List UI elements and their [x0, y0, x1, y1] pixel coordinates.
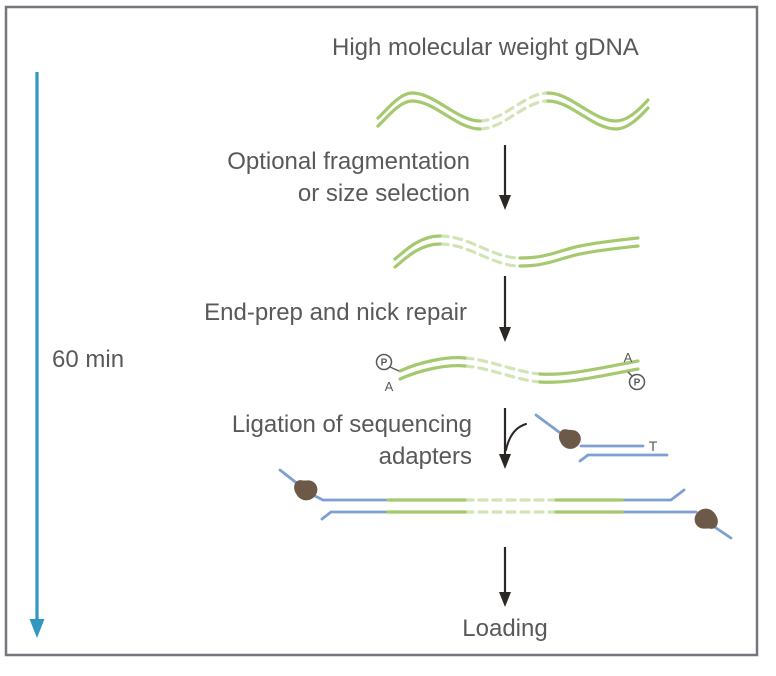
t-overhang-label: T — [649, 438, 658, 454]
adapter-bottom-strand — [578, 453, 669, 463]
hmw-gdna-molecule — [376, 91, 650, 131]
step-ligation-line1: Ligation of sequencing — [231, 411, 472, 438]
phosphate-connector-left — [389, 366, 400, 372]
step-fragmentation-line1: Optional fragmentation — [227, 148, 470, 175]
adapter-ligated-dna — [278, 468, 733, 540]
step-ligation-label: Ligation of sequencing adapters — [232, 409, 472, 473]
sequencing-adapter: T — [534, 413, 669, 463]
arrow-down-ligation — [499, 408, 527, 469]
bottom-strand-left-adapter — [320, 510, 390, 521]
a-overhang-label-left: A — [385, 379, 394, 394]
phosphate-label-left: P — [381, 358, 388, 369]
step-ligation-line2: adapters — [378, 442, 472, 470]
top-strand-right-adapter — [620, 488, 686, 502]
step-endprep-label: End-prep and nick repair — [204, 299, 467, 326]
adapter-overhang-line — [534, 413, 565, 437]
fragmented-dna-molecule — [393, 234, 640, 269]
top-strand-left-adapter — [313, 494, 390, 502]
arrow-down-endprep — [499, 276, 511, 342]
phosphate-circle-left — [375, 353, 393, 371]
adapter-join-curve — [505, 423, 527, 451]
arrow-down-fragmentation — [499, 145, 511, 210]
right-adapter-overhang — [711, 524, 733, 540]
phosphate-circle-right — [628, 373, 646, 391]
end-prepped-dna-molecule: P A A P — [375, 350, 646, 394]
motor-protein-icon — [694, 508, 718, 529]
arrow-down-loading — [499, 547, 511, 607]
phosphate-label-right: P — [634, 378, 641, 389]
motor-protein-icon — [558, 429, 581, 449]
a-overhang-label-right: A — [624, 350, 633, 365]
diagram-border — [4, 5, 759, 657]
motor-protein-icon — [294, 480, 318, 501]
timeline-duration-label: 60 min — [52, 346, 125, 373]
diagram-title: High molecular weight gDNA — [332, 34, 639, 61]
step-fragmentation-line2: or size selection — [297, 179, 470, 207]
timeline-arrow — [29, 72, 45, 638]
step-loading-label: Loading — [462, 615, 548, 642]
step-fragmentation-label: Optional fragmentation or size selection — [227, 146, 470, 210]
